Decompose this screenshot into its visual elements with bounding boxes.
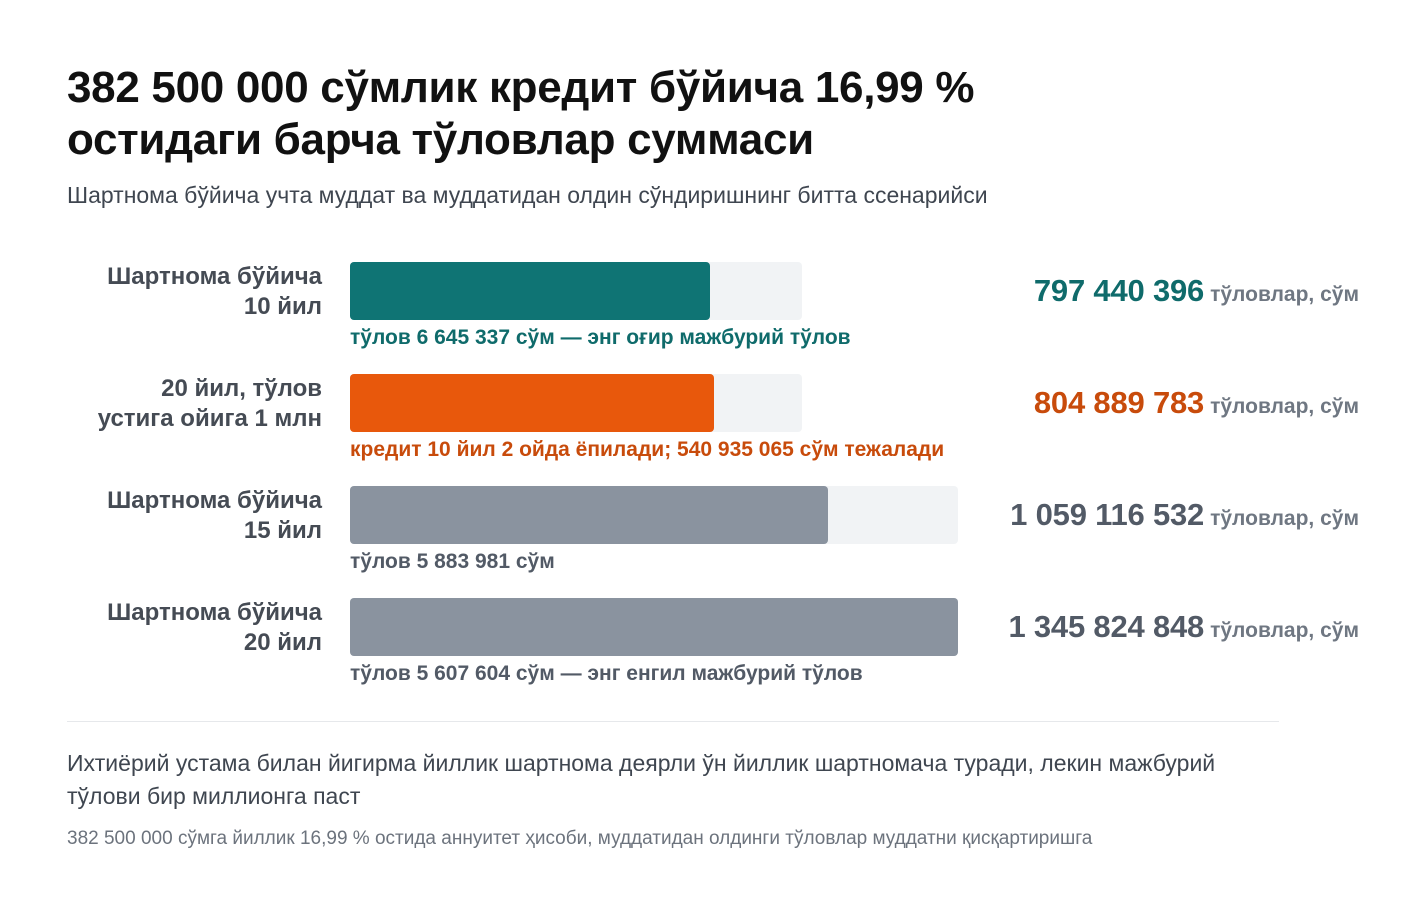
chart-conclusion: Ихтиёрий устама билан йигирма йиллик шар…: [67, 750, 1216, 809]
bar-total: 1 059 116 532 тўловлар, сўм: [1010, 494, 1359, 540]
bar-total-value: 1 345 824 848: [1008, 609, 1205, 644]
bar: [350, 262, 711, 320]
bar-total-value: 804 889 783: [1033, 385, 1205, 420]
bar-category-label: 20 йил, тўлов устига ойига 1 млн: [97, 375, 322, 432]
bar-total-value: 797 440 396: [1033, 273, 1205, 308]
divider: [67, 721, 1279, 722]
bar-row: 20 йил, тўлов устига ойига 1 млн 804 889 …: [0, 374, 1426, 486]
bar-category-label: Шартнома бўйича 20 йил: [107, 599, 322, 656]
bar-note: тўлов 5 607 604 сўм — энг енгил мажбурий…: [350, 662, 863, 685]
bar-total-unit: тўловлар, сўм: [1210, 507, 1359, 530]
bar-total: 804 889 783 тўловлар, сўм: [1034, 382, 1359, 428]
bar-total: 1 345 824 848 тўловлар, сўм: [1008, 606, 1359, 652]
bar: [350, 598, 958, 656]
bar-row: Шартнома бўйича 15 йил 1 059 116 532 тўлов…: [0, 486, 1426, 598]
bar-total-unit: тўловлар, сўм: [1210, 619, 1359, 642]
bar-note: тўлов 6 645 337 сўм — энг оғир мажбурий …: [350, 326, 851, 349]
bar-row: Шартнома бўйича 20 йил 1 345 824 848 тўлов…: [0, 598, 1426, 710]
chart-subtitle: Шартнома бўйича учта муддат ва муддатида…: [67, 182, 988, 208]
chart-source-note: 382 500 000 сўмга йиллик 16,99 % остида …: [67, 828, 1093, 849]
chart-title: 382 500 000 сўмлик кредит бўйича 16,99 %…: [67, 63, 975, 164]
bar-row: Шартнома бўйича 10 йил 797 440 396 тўловла…: [0, 262, 1426, 374]
bar-category-label: Шартнома бўйича 15 йил: [107, 487, 322, 544]
bar-total-unit: тўловлар, сўм: [1210, 395, 1359, 418]
bar-note: тўлов 5 883 981 сўм: [350, 550, 555, 573]
bar-total-unit: тўловлар, сўм: [1210, 283, 1359, 306]
bar-note: кредит 10 йил 2 ойда ёпилади; 540 935 06…: [350, 438, 945, 461]
bar-total-value: 1 059 116 532: [1010, 497, 1205, 532]
bar-total: 797 440 396 тўловлар, сўм: [1034, 270, 1359, 316]
bar: [350, 374, 714, 432]
bar: [350, 486, 829, 544]
bar-category-label: Шартнома бўйича 10 йил: [107, 263, 322, 320]
